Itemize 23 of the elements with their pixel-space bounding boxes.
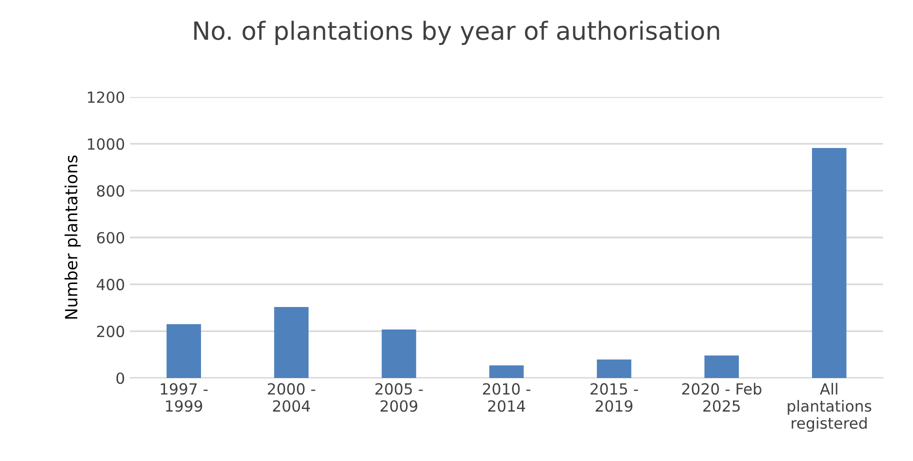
x-tick-label: All plantations registered xyxy=(788,382,872,432)
x-tick-label: 2015 - 2019 xyxy=(590,383,638,412)
bar xyxy=(812,148,846,378)
x-tick-label: 2000 - 2004 xyxy=(268,383,316,412)
y-tick-label: 1000 xyxy=(88,138,124,150)
x-tick-label: 1997 - 1999 xyxy=(160,383,208,412)
x-tick-label: 2020 - Feb 2025 xyxy=(682,382,762,412)
y-tick-label: 1200 xyxy=(88,91,124,104)
bar xyxy=(274,307,309,378)
y-tick-label: 800 xyxy=(97,185,124,197)
y-tick-label: 200 xyxy=(97,326,124,338)
bar xyxy=(596,360,632,378)
bar xyxy=(489,365,524,378)
chart-title: No. of plantations by year of authorisation xyxy=(194,20,720,45)
y-tick-label: 400 xyxy=(96,278,124,290)
x-tick-label: 2005 - 2009 xyxy=(375,383,423,412)
y-tick-label: 0 xyxy=(116,372,124,384)
bar xyxy=(166,324,201,378)
x-tick-label: 2010 - 2014 xyxy=(482,383,530,412)
y-axis-title: Number plantations xyxy=(64,156,81,319)
y-tick-label: 600 xyxy=(97,232,124,244)
bar xyxy=(382,330,416,378)
bar xyxy=(704,356,739,378)
